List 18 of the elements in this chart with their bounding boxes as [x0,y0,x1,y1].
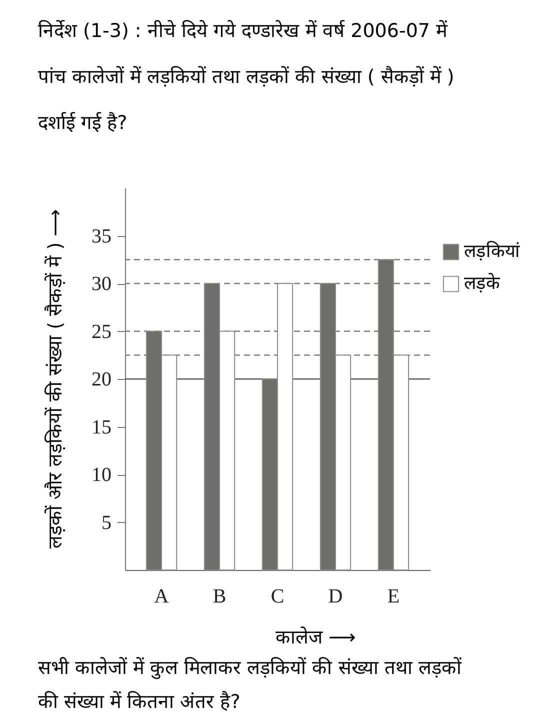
y-tick-label: 20 [92,368,112,390]
y-tick-label: 5 [102,512,112,534]
y-tick-label: 25 [92,320,112,343]
y-tick-label: 35 [92,225,112,248]
y-tick-label: 30 [92,273,112,295]
x-tick-label: D [328,586,343,608]
x-tick-label: C [270,586,284,608]
legend-label: लड़कियां [464,240,520,262]
x-axis-title: कालेज ⟶ [276,626,356,648]
x-tick-label: E [387,586,400,608]
y-axis-title: लड़कों और लड़कियों की संख्या ( सैकड़ों में ) ⟶ [44,209,66,548]
x-tick-label: A [154,586,170,608]
chart-title: निर्देश (1-3) : नीचे दिये गये दण्डारेख में वर्ष 2006-07 में पांच कालेजों में लड़कियों तथा लड़कों की संख्या ( सैकड़ों में ) दर्शाई गई है? [38,20,454,134]
y-tick-label: 10 [92,464,112,486]
x-tick-label: B [212,586,226,608]
y-tick-label: 15 [92,416,112,438]
legend-label: लड़के [464,272,501,294]
text: सभी कालेजों में कुल मिलाकर लड़कियों की संख्या तथा लड़कों की संख्या में कितना अंतर है? [38,656,462,713]
